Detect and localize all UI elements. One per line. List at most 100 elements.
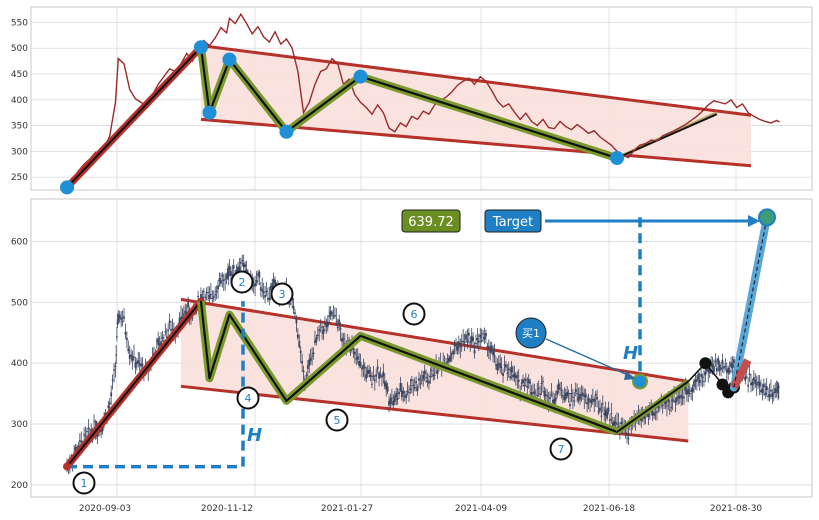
candle-body xyxy=(191,317,194,319)
candle-body xyxy=(187,302,190,308)
pivot-label-circle xyxy=(325,408,349,432)
candle-body xyxy=(771,393,774,397)
candle-body xyxy=(480,340,483,342)
bottom-y-tick-label: 400 xyxy=(11,359,28,369)
candle-body xyxy=(553,399,556,404)
candle-body xyxy=(386,386,389,392)
candle-body xyxy=(412,385,415,387)
candle-body xyxy=(335,321,338,323)
candle-body xyxy=(135,361,138,364)
candle-body xyxy=(456,345,459,351)
candle-body xyxy=(754,379,757,384)
candle-body xyxy=(197,295,199,297)
candle-body xyxy=(718,364,721,371)
candle-body xyxy=(596,396,598,400)
candle-body xyxy=(432,374,435,377)
candle-body xyxy=(457,341,460,345)
candle-body xyxy=(714,360,717,362)
candle-body xyxy=(160,341,162,346)
candle-body xyxy=(117,314,120,322)
bottom-y-tick-label: 300 xyxy=(11,420,28,430)
candle-body xyxy=(563,396,566,400)
candle-body xyxy=(228,265,231,271)
candle-body xyxy=(433,374,436,376)
candle-body xyxy=(420,379,423,381)
candle-body xyxy=(590,399,593,403)
candle-body xyxy=(322,329,325,334)
candle-body xyxy=(123,316,125,319)
top-pivot-marker xyxy=(222,52,237,67)
candle-body xyxy=(128,354,131,359)
candle-body xyxy=(567,393,570,395)
candle-body xyxy=(546,395,549,397)
h-label-left: H xyxy=(247,425,262,446)
candle-body xyxy=(542,381,544,383)
candle-body xyxy=(288,302,291,305)
pivot-label-circle xyxy=(549,437,573,461)
candle-body xyxy=(677,395,680,398)
candle-body xyxy=(366,370,369,375)
candle-body xyxy=(272,278,275,283)
candle-body xyxy=(536,394,539,396)
candle-body xyxy=(163,340,165,342)
candle-body xyxy=(597,411,600,413)
candle-body xyxy=(472,337,475,341)
candle-body xyxy=(694,379,697,382)
candle-body xyxy=(391,397,393,399)
candle-body xyxy=(539,393,541,395)
candle-body xyxy=(656,411,658,413)
candle-body xyxy=(208,294,211,300)
candle-body xyxy=(556,390,559,396)
candle-body xyxy=(589,401,591,403)
candle-body xyxy=(764,392,767,396)
candle-body xyxy=(680,395,683,397)
candle-body xyxy=(479,334,482,338)
candle-body xyxy=(757,381,760,384)
candle-body xyxy=(381,376,383,378)
candle-body xyxy=(772,392,775,394)
candle-body xyxy=(459,345,462,348)
candle-body xyxy=(627,437,630,440)
target-value-text: 639.72 xyxy=(408,215,454,230)
candle-body xyxy=(687,388,690,394)
pivot-label: 5 xyxy=(334,414,341,427)
candle-body xyxy=(570,392,573,395)
candle-body xyxy=(331,312,333,315)
pivot-label-circle xyxy=(402,302,426,326)
candle-body xyxy=(620,421,623,424)
candle-body xyxy=(413,387,416,389)
pivot-label: 3 xyxy=(279,288,286,301)
candle-body xyxy=(312,352,315,355)
candle-body xyxy=(430,369,433,371)
candle-body xyxy=(328,315,331,317)
candle-body xyxy=(319,321,322,323)
top-pivot-marker xyxy=(202,105,217,120)
candle-body xyxy=(695,379,698,382)
top-y-tick-label: 450 xyxy=(11,70,28,80)
candle-body xyxy=(446,361,449,363)
candle-body xyxy=(690,389,693,392)
bottom-channel-upper-line xyxy=(180,297,689,383)
candle-body xyxy=(361,367,363,370)
candle-body xyxy=(292,306,295,310)
candle-body xyxy=(373,379,376,381)
candle-body xyxy=(265,291,268,293)
candle-body xyxy=(761,388,764,393)
candle-body xyxy=(591,398,594,401)
candle-body xyxy=(678,395,681,399)
candle-body xyxy=(181,316,184,320)
candle-body xyxy=(385,383,388,390)
candle-body xyxy=(244,264,247,267)
candle-body xyxy=(448,357,450,363)
candle-body xyxy=(212,296,215,298)
candle-body xyxy=(450,353,453,355)
candle-body xyxy=(388,401,390,406)
target-label-text: Target xyxy=(492,215,533,230)
candle-body xyxy=(593,398,596,402)
top-channel-upper-line xyxy=(200,44,752,117)
candle-body xyxy=(721,359,724,364)
candle-body xyxy=(436,370,439,375)
candle-body xyxy=(733,359,735,364)
candle-body xyxy=(610,412,613,414)
